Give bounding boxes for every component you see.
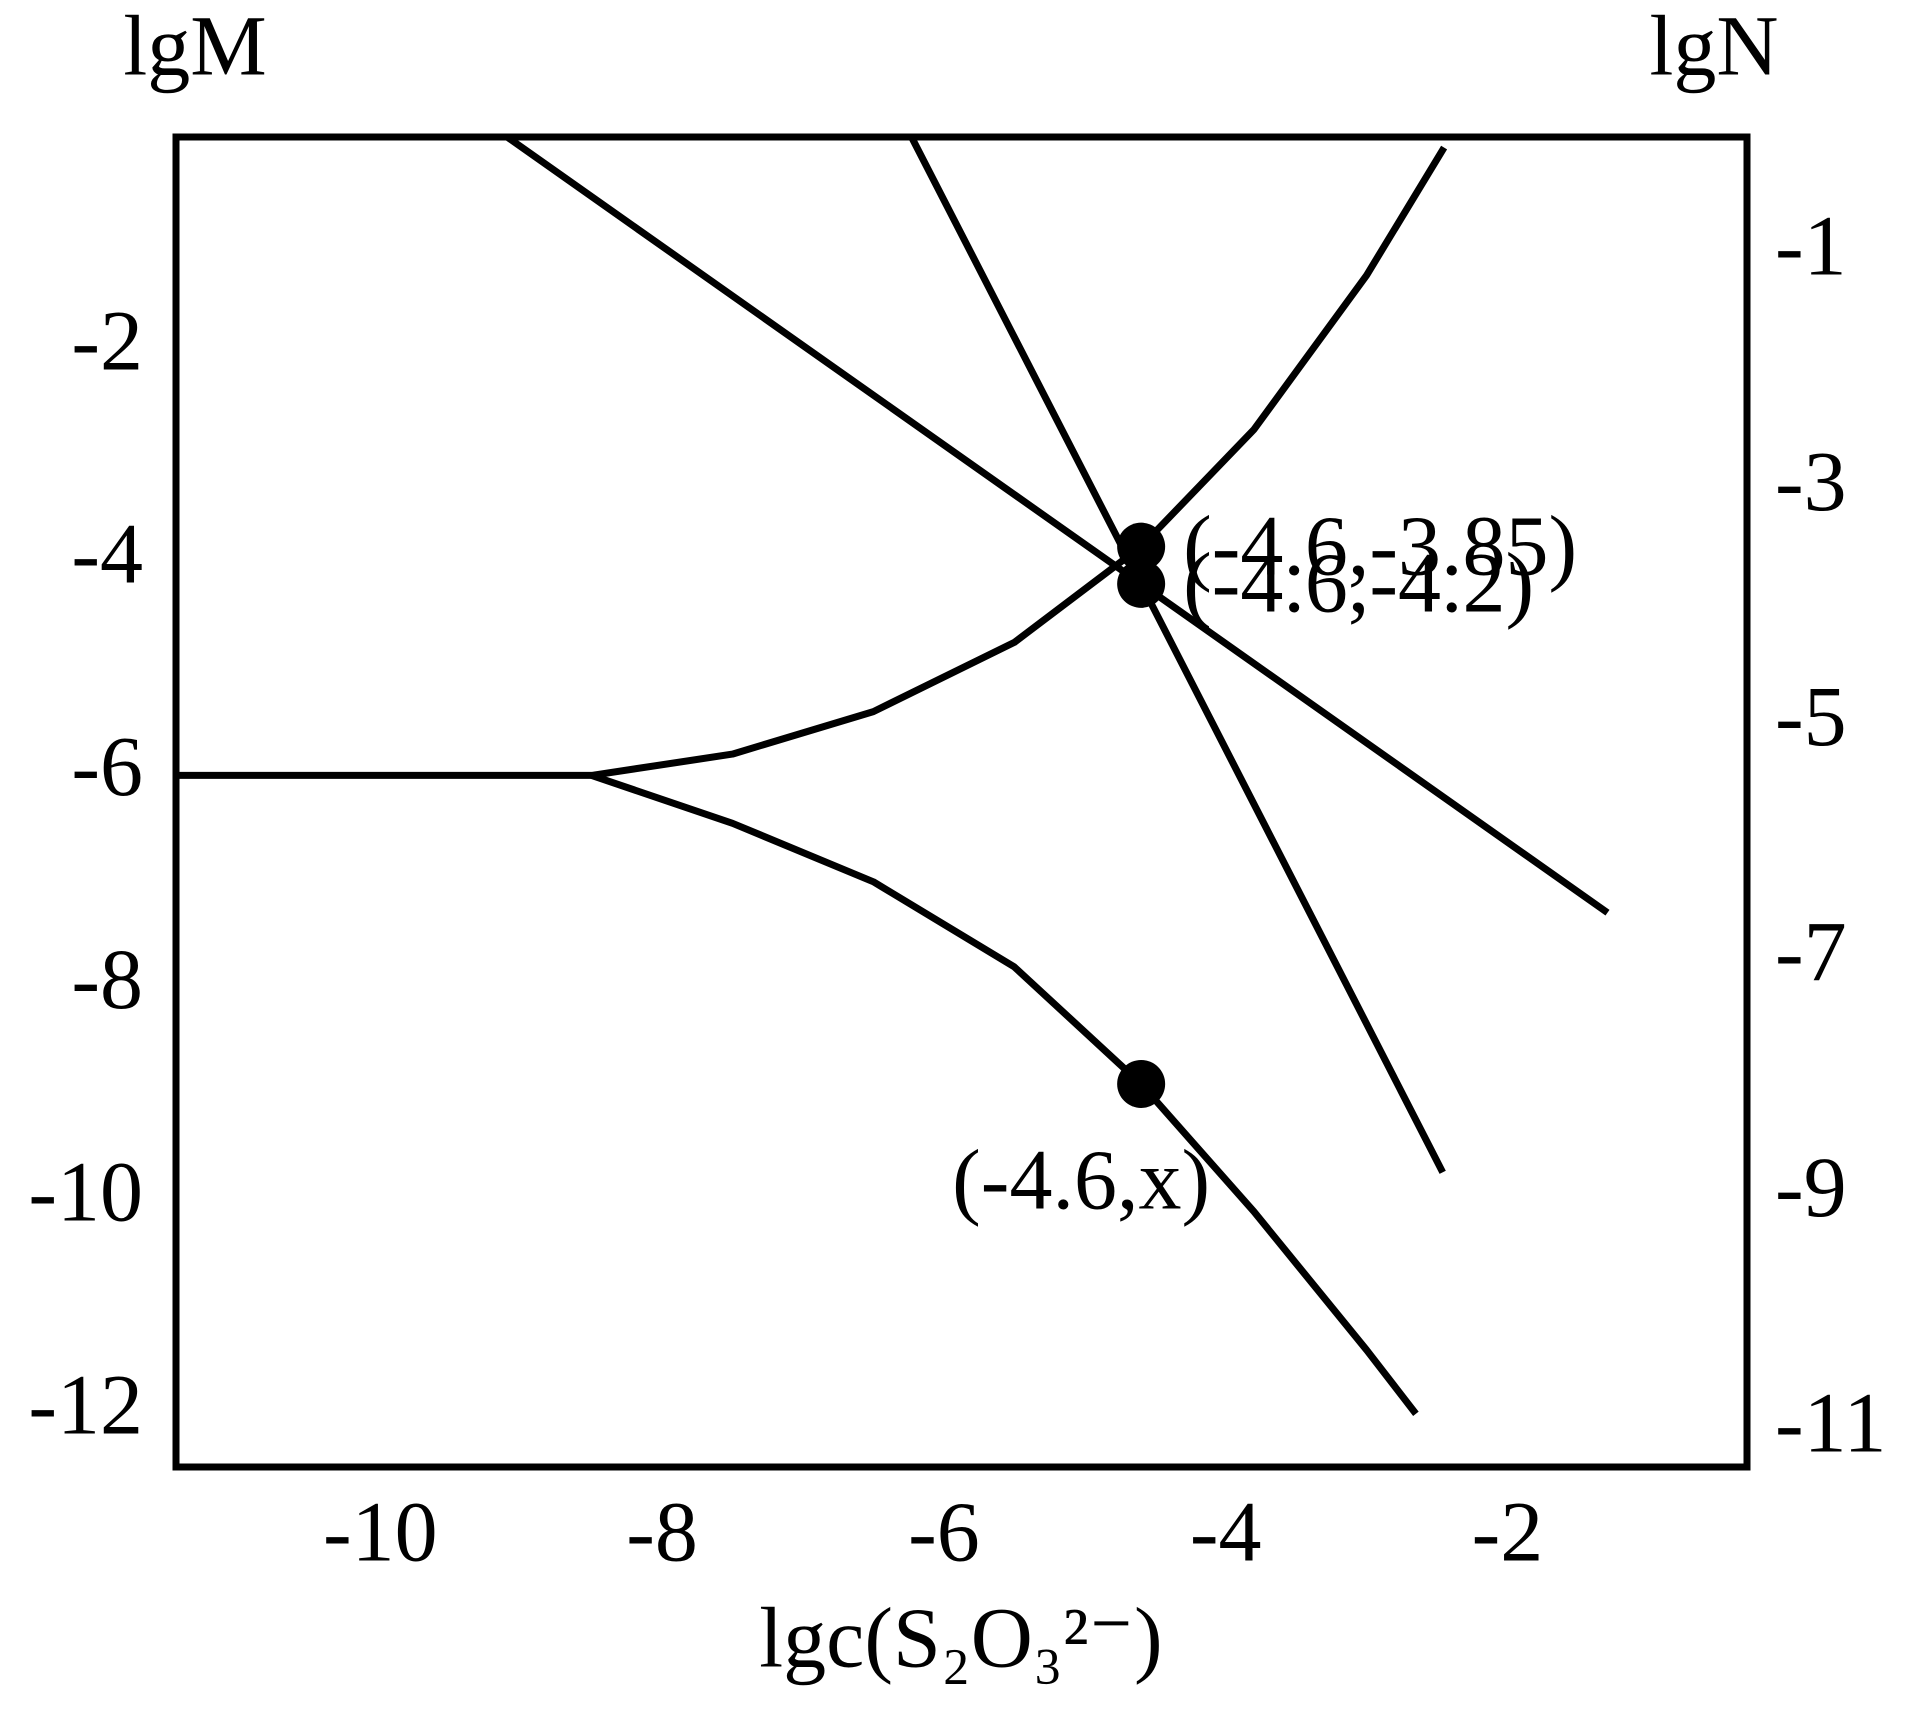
point-marker — [1117, 522, 1166, 571]
x-tick-label: -8 — [626, 1484, 698, 1580]
point-annotation: (-4.6,-4.2) — [1183, 535, 1534, 631]
plot-frame — [172, 133, 1751, 1471]
series-line — [176, 145, 1448, 779]
y2-tick-label: -11 — [1775, 1374, 1886, 1470]
y-axis-label: lgM — [123, 0, 266, 94]
x-tick-label: -6 — [908, 1484, 980, 1580]
y-tick-label: -4 — [71, 505, 143, 601]
y2-tick-label: -1 — [1775, 197, 1847, 293]
y-tick-label: -10 — [28, 1144, 143, 1240]
y2-tick-label: -9 — [1775, 1139, 1847, 1235]
series-line — [590, 772, 1419, 1416]
x-tick-label: -2 — [1472, 1484, 1544, 1580]
x-tick-label: -10 — [323, 1484, 438, 1580]
point-annotation: (-4.6,x) — [952, 1132, 1210, 1228]
y-tick-label: -12 — [28, 1357, 143, 1453]
point-marker — [1117, 559, 1166, 608]
y-tick-label: -6 — [71, 718, 143, 814]
point-annotation: (-4.6,-3.85) — [1183, 497, 1577, 593]
y2-tick-label: -5 — [1775, 668, 1847, 764]
y2-tick-label: -7 — [1775, 904, 1847, 1000]
y-tick-label: -2 — [71, 293, 143, 389]
y-tick-label: -8 — [71, 931, 143, 1027]
y2-tick-label: -3 — [1775, 433, 1847, 529]
x-tick-label: -4 — [1190, 1484, 1262, 1580]
y2-axis-label: lgN — [1650, 0, 1779, 94]
point-marker — [1117, 1059, 1166, 1108]
x-axis-label: lgc(S₂O₃²⁻) — [759, 1590, 1162, 1686]
